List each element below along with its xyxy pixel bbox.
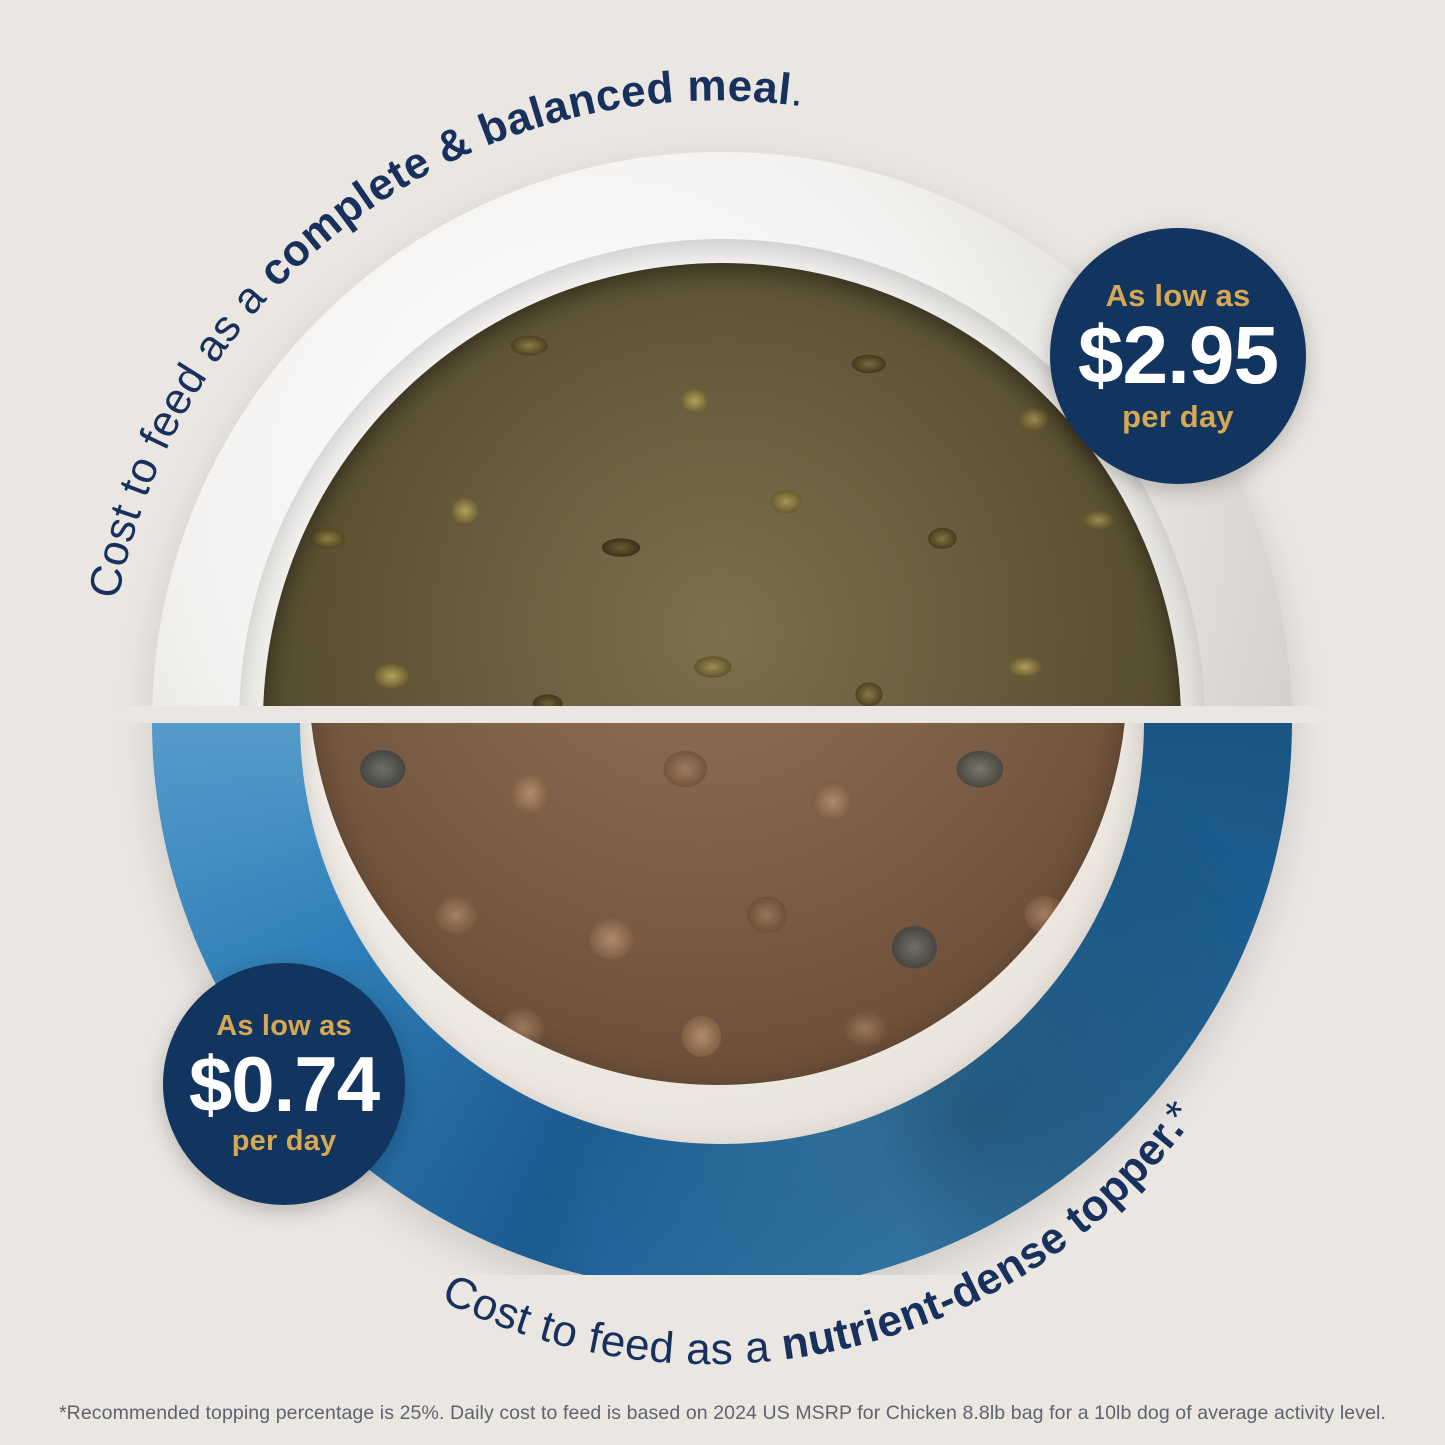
badge-topper-price: $0.74 — [188, 1039, 380, 1128]
bottom-caption-prefix: Cost to feed as a — [436, 1265, 785, 1374]
jerky-food-top — [262, 262, 1182, 706]
top-bowl-region — [0, 0, 1445, 706]
price-badge-topper: As low as $0.74 per day — [163, 963, 405, 1205]
price-badge-complete-meal: As low as $2.95 per day — [1050, 228, 1306, 484]
badge-topper-trail: per day — [231, 1125, 337, 1158]
badge-meal-trail: per day — [1122, 398, 1234, 434]
badge-meal-price: $2.95 — [1077, 310, 1279, 402]
badge-meal-lead: As low as — [1105, 278, 1251, 314]
footnote-disclaimer: *Recommended topping percentage is 25%. … — [58, 1402, 1387, 1424]
badge-topper-lead: As low as — [216, 1009, 352, 1042]
bottom-bowl-interior — [300, 723, 1144, 1144]
